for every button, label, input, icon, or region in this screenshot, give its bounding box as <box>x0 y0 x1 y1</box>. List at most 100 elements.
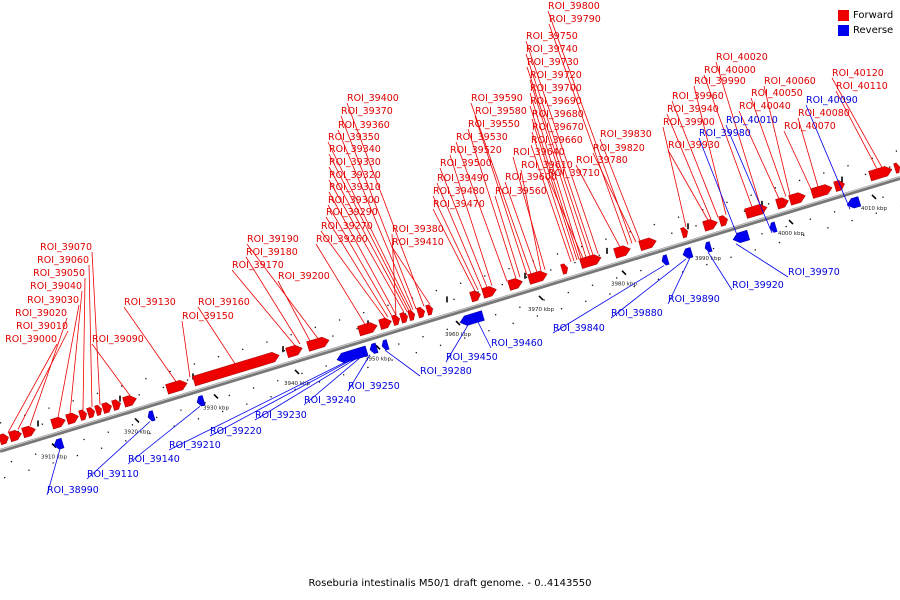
reverse-gene-label: ROI_39980 <box>699 128 751 139</box>
label-leader <box>671 100 719 218</box>
forward-gene-label: ROI_39170 <box>232 260 284 271</box>
scale-tick <box>213 393 219 400</box>
reverse-gene-arrow <box>459 310 485 326</box>
forward-gene-label: ROI_39900 <box>663 117 715 128</box>
scale-label: 3980 kbp <box>611 282 637 288</box>
reverse-gene-label: ROI_39210 <box>169 440 221 451</box>
reverse-gene-arrow <box>381 339 390 351</box>
forward-gene-label: ROI_39310 <box>329 182 381 193</box>
label-leader <box>738 110 780 199</box>
forward-gene-label: ROI_40000 <box>704 65 756 76</box>
forward-gene-label: ROI_39360 <box>338 120 390 131</box>
forward-gene-label: ROI_39290 <box>326 207 378 218</box>
label-leader <box>91 343 131 396</box>
forward-gene-label: ROI_40080 <box>798 108 850 119</box>
forward-gene-label: ROI_39340 <box>329 144 381 155</box>
label-leader <box>763 85 791 196</box>
label-leader <box>449 154 493 286</box>
label-leader <box>805 104 851 210</box>
genome-axis <box>0 176 900 453</box>
reverse-gene-label: ROI_39460 <box>491 338 543 349</box>
reverse-gene-label: ROI_39230 <box>255 410 307 421</box>
label-leader <box>303 357 361 406</box>
reverse-gene-arrow <box>53 437 65 450</box>
forward-gene-label: ROI_39550 <box>468 119 520 130</box>
label-leader <box>123 306 177 382</box>
forward-gene-label: ROI_39090 <box>92 334 144 345</box>
label-leader <box>529 105 580 260</box>
label-leader <box>328 153 410 312</box>
forward-gene-arrow <box>50 416 66 430</box>
forward-gene-arrow <box>0 433 9 446</box>
label-leader <box>17 330 69 430</box>
legend-reverse: Reverse <box>838 23 893 38</box>
label-leader <box>384 349 421 377</box>
label-leader <box>69 290 83 414</box>
scale-label: 4000 kbp <box>778 231 804 237</box>
label-leader <box>7 343 58 433</box>
label-leader <box>127 406 201 465</box>
label-leader <box>245 256 301 345</box>
label-leader <box>494 195 521 278</box>
forward-gene-label: ROI_39960 <box>672 91 724 102</box>
scale-tick <box>455 320 461 326</box>
reverse-gene-label: ROI_39250 <box>348 381 400 392</box>
scale-tick <box>871 194 877 200</box>
label-leader <box>246 243 319 339</box>
forward-swatch <box>838 10 849 21</box>
forward-gene-arrow <box>481 286 497 299</box>
label-leader <box>592 152 637 243</box>
forward-gene-label: ROI_39480 <box>433 186 485 197</box>
scale-label: 3930 kbp <box>203 405 229 411</box>
forward-gene-arrow <box>718 215 728 227</box>
forward-gene-label: ROI_39590 <box>471 93 523 104</box>
label-leader <box>715 61 761 205</box>
reverse-gene-label: ROI_39240 <box>304 395 356 406</box>
forward-gene-label: ROI_39580 <box>475 106 527 117</box>
forward-gene-label: ROI_39940 <box>667 104 719 115</box>
label-leader <box>346 102 425 307</box>
forward-gene-label: ROI_40060 <box>764 76 816 87</box>
label-leader <box>181 320 191 378</box>
label-leader <box>531 131 575 262</box>
label-leader <box>328 179 405 313</box>
label-leader <box>525 40 599 254</box>
forward-gene-arrow <box>702 219 718 232</box>
label-leader <box>750 97 787 197</box>
forward-gene-label: ROI_39560 <box>495 186 547 197</box>
scale-label: 3960 kbp <box>445 332 471 338</box>
label-leader <box>797 117 819 187</box>
label-leader <box>474 115 528 276</box>
forward-gene-label: ROI_39260 <box>316 234 368 245</box>
label-leader <box>599 138 641 242</box>
forward-gene-label: ROI_39010 <box>16 321 68 332</box>
reverse-gene-label: ROI_39920 <box>732 280 784 291</box>
label-leader <box>327 204 393 317</box>
track-guide <box>0 191 900 466</box>
forward-gene-label: ROI_39680 <box>532 109 584 120</box>
forward-gene-label: ROI_39690 <box>530 96 582 107</box>
reverse-swatch <box>838 25 849 36</box>
forward-gene-arrow <box>893 162 900 174</box>
label-leader <box>470 102 532 275</box>
forward-gene-arrow <box>788 192 806 206</box>
reverse-gene-label: ROI_38990 <box>47 485 99 496</box>
label-leader <box>327 141 412 311</box>
forward-gene-arrow <box>613 245 631 259</box>
forward-gene-arrow <box>357 322 378 337</box>
label-leader <box>82 277 86 410</box>
forward-gene-arrow <box>285 344 303 359</box>
scale-tick <box>538 295 544 301</box>
forward-gene-arrow <box>416 307 425 319</box>
scale-tick <box>788 219 794 225</box>
forward-gene-label: ROI_39020 <box>15 308 67 319</box>
reverse-gene-arrow <box>704 241 713 253</box>
label-leader <box>432 208 476 292</box>
forward-gene-arrow <box>21 425 36 439</box>
forward-gene-label: ROI_39520 <box>450 145 502 156</box>
forward-gene-arrow <box>8 429 22 443</box>
forward-gene-arrow <box>122 395 137 408</box>
forward-gene-label: ROI_39380 <box>392 224 444 235</box>
forward-gene-arrow <box>469 290 481 303</box>
